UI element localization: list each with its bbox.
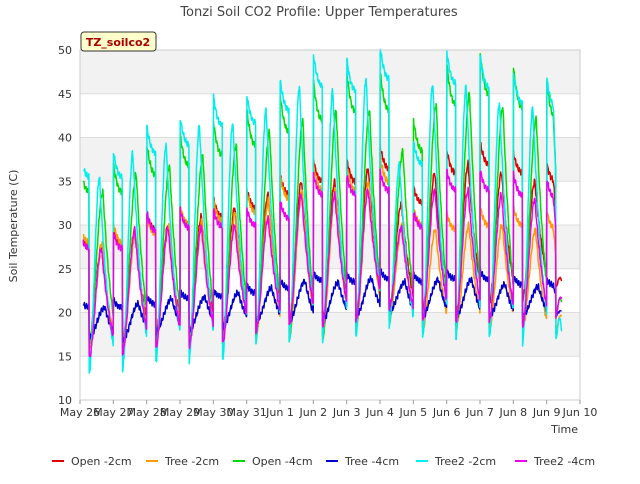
- x-axis-label: Time: [550, 423, 578, 436]
- x-tick-label: May 29: [160, 406, 200, 419]
- x-tick-label: May 27: [93, 406, 133, 419]
- x-tick-label: May 31: [227, 406, 267, 419]
- site-label-box: TZ_soilco2: [80, 31, 157, 52]
- series-line-tree2-4cm: [82, 168, 563, 358]
- x-tick-label: Jun 3: [332, 406, 361, 419]
- y-axis-label: Soil Temperature (C): [7, 170, 20, 283]
- x-tick-label: May 30: [193, 406, 233, 419]
- x-tick-label: Jun 10: [562, 406, 598, 419]
- legend-label: Tree2 -2cm: [434, 455, 496, 468]
- site-label: TZ_soilco2: [86, 36, 150, 49]
- y-tick-label: 10: [58, 394, 72, 407]
- x-tick-label: Jun 2: [298, 406, 327, 419]
- x-tick-label: Jun 4: [365, 406, 394, 419]
- x-tick-label: May 26: [60, 406, 100, 419]
- legend-label: Open -4cm: [252, 455, 313, 468]
- y-tick-label: 45: [58, 88, 72, 101]
- series-layer: [82, 48, 563, 374]
- plot-frame: [79, 49, 581, 401]
- x-tick-label: Jun 9: [532, 406, 561, 419]
- y-tick-label: 20: [58, 307, 72, 320]
- site-label-background: [80, 31, 157, 52]
- y-tick-label: 30: [58, 219, 72, 232]
- legend-label: Tree -4cm: [344, 455, 399, 468]
- grid-band: [80, 50, 580, 94]
- y-tick-label: 15: [58, 350, 72, 363]
- x-tick-label: May 28: [127, 406, 167, 419]
- y-tick-label: 35: [58, 175, 72, 188]
- y-axis-ticks: 10 15 20 25 30 35 40 45 50: [58, 44, 72, 407]
- legend-label: Tree2 -4cm: [533, 455, 595, 468]
- x-tick-label: Jun 5: [398, 406, 427, 419]
- y-tick-label: 40: [58, 132, 72, 145]
- x-tick-label: Jun 8: [498, 406, 527, 419]
- legend: Open -2cm Tree -2cm Open -4cm Tree -4cm Tree…: [52, 455, 595, 468]
- x-tick-label: Jun 1: [265, 406, 294, 419]
- y-tick-label: 50: [58, 44, 72, 57]
- y-tick-label: 25: [58, 263, 72, 276]
- grid-band: [80, 312, 580, 357]
- x-tick-label: Jun 7: [465, 406, 494, 419]
- legend-label: Open -2cm: [71, 455, 132, 468]
- x-tick-label: Jun 6: [432, 406, 461, 419]
- chart-title: Tonzi Soil CO2 Profile: Upper Temperatur…: [179, 5, 458, 20]
- legend-label: Tree -2cm: [164, 455, 219, 468]
